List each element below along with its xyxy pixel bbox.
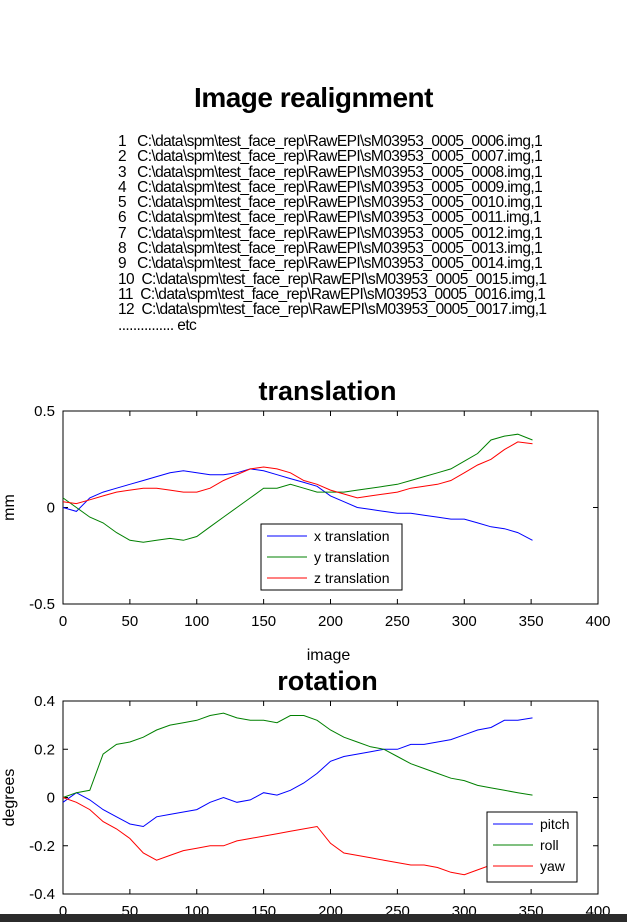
series-line xyxy=(62,433,533,543)
x-tick-label: 200 xyxy=(318,613,343,630)
x-tick-label: 100 xyxy=(184,613,209,630)
file-list-item: 2 C:\data\spm\test_face_rep\RawEPI\sM039… xyxy=(118,148,543,166)
file-list-item: 4 C:\data\spm\test_face_rep\RawEPI\sM039… xyxy=(118,178,543,196)
x-axis-label: image xyxy=(307,647,351,664)
file-list-item: 11 C:\data\spm\test_face_rep\RawEPI\sM03… xyxy=(118,285,546,303)
y-axis-label: mm xyxy=(1,494,18,521)
file-list-item: 6 C:\data\spm\test_face_rep\RawEPI\sM039… xyxy=(118,209,542,227)
x-tick-label: 400 xyxy=(585,613,610,630)
legend-label: y translation xyxy=(314,549,389,565)
x-tick-label: 50 xyxy=(122,613,139,630)
y-tick-label: 0.2 xyxy=(34,741,55,758)
file-list-item: 10 C:\data\spm\test_face_rep\RawEPI\sM03… xyxy=(118,270,547,288)
file-list-item: 8 C:\data\spm\test_face_rep\RawEPI\sM039… xyxy=(118,240,543,258)
y-tick-label: 0.5 xyxy=(34,403,55,420)
x-tick-label: 0 xyxy=(59,903,67,920)
y-tick-label: 0 xyxy=(47,790,55,807)
file-list-item: 3 C:\data\spm\test_face_rep\RawEPI\sM039… xyxy=(118,163,543,181)
chart-title: rotation xyxy=(277,666,378,696)
series-line xyxy=(62,712,533,798)
y-tick-label: 0 xyxy=(47,500,55,517)
series-line xyxy=(62,468,533,541)
x-tick-label: 150 xyxy=(251,613,276,630)
x-tick-label: 350 xyxy=(519,613,544,630)
x-tick-label: 250 xyxy=(385,613,410,630)
page-title: Image realignment xyxy=(194,82,433,113)
file-list: 1 C:\data\spm\test_face_rep\RawEPI\sM039… xyxy=(118,133,547,334)
y-tick-label: 0.4 xyxy=(34,693,55,710)
file-list-item: 12 C:\data\spm\test_face_rep\RawEPI\sM03… xyxy=(118,301,547,319)
file-list-item: ............... etc xyxy=(118,316,197,334)
chart-title: translation xyxy=(258,376,396,406)
y-tick-label: -0.2 xyxy=(29,838,55,855)
legend-label: z translation xyxy=(314,570,389,586)
x-tick-label: 0 xyxy=(59,613,67,630)
rotation-chart: 0 50 100 150 200 250 300 350 4000.40.20-0.2-0.4r… xyxy=(1,666,611,920)
legend-label: yaw xyxy=(540,858,566,874)
y-axis-label: degrees xyxy=(1,769,18,827)
legend-label: x translation xyxy=(314,528,389,544)
y-tick-label: -0.5 xyxy=(29,596,55,613)
file-list-item: 1 C:\data\spm\test_face_rep\RawEPI\sM039… xyxy=(118,133,543,150)
bottom-bar xyxy=(0,914,627,922)
legend-label: roll xyxy=(540,837,559,853)
series-line xyxy=(62,797,533,876)
file-list-item: 7 C:\data\spm\test_face_rep\RawEPI\sM039… xyxy=(118,224,543,242)
series-line xyxy=(62,441,533,505)
x-tick-label: 300 xyxy=(452,613,477,630)
file-list-item: 9 C:\data\spm\test_face_rep\RawEPI\sM039… xyxy=(118,255,543,273)
translation-chart: 0 50 100 150 200 250 300 350 4000.50-0.5translat… xyxy=(1,376,611,664)
series-line xyxy=(62,717,533,828)
y-tick-label: -0.4 xyxy=(29,886,55,903)
legend-label: pitch xyxy=(540,816,570,832)
file-list-item: 5 C:\data\spm\test_face_rep\RawEPI\sM039… xyxy=(118,194,543,212)
